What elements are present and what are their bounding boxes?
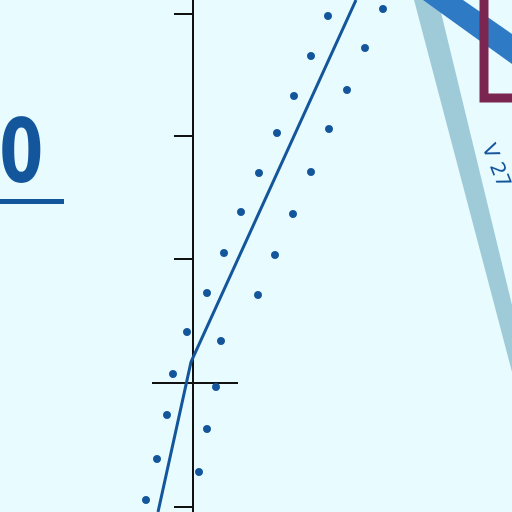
tick-marks — [174, 13, 193, 508]
data-point — [307, 168, 315, 176]
data-point — [163, 411, 171, 419]
data-point — [290, 92, 298, 100]
data-point — [153, 455, 161, 463]
data-point — [220, 249, 228, 257]
band-label: V 27 — [477, 140, 512, 191]
data-point — [325, 125, 333, 133]
data-point — [169, 370, 177, 378]
data-points — [142, 5, 387, 504]
data-point — [273, 129, 281, 137]
frame-corner — [479, 0, 512, 103]
data-point — [217, 337, 225, 345]
data-point — [195, 468, 203, 476]
data-point — [237, 208, 245, 216]
fraction-numerator: 00 — [0, 100, 43, 203]
data-point — [361, 44, 369, 52]
fit-line — [156, 0, 358, 512]
data-point — [307, 52, 315, 60]
light-diagonal-band — [414, 0, 512, 372]
fraction-bar — [0, 199, 64, 204]
dark-diagonal-band — [423, 0, 512, 64]
data-point — [255, 169, 263, 177]
data-point — [271, 251, 279, 259]
data-point — [183, 328, 191, 336]
data-point — [203, 289, 211, 297]
data-point — [142, 496, 150, 504]
data-point — [203, 425, 211, 433]
data-point — [212, 383, 220, 391]
data-point — [343, 86, 351, 94]
data-point — [379, 5, 387, 13]
data-point — [254, 291, 262, 299]
data-point — [289, 210, 297, 218]
data-point — [324, 12, 332, 20]
